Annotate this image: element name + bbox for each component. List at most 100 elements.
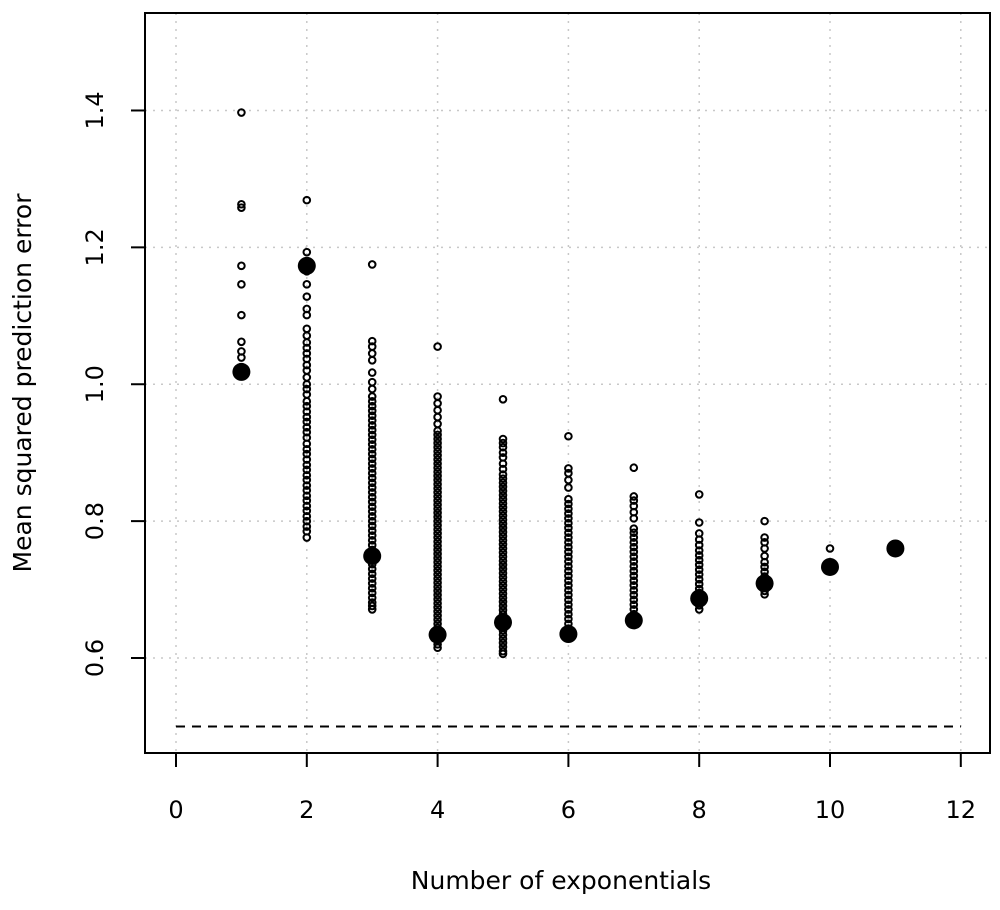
data-point-open <box>564 571 573 581</box>
data-point-open <box>302 455 312 464</box>
data-point-open <box>498 601 508 611</box>
data-point-open <box>367 368 377 377</box>
data-point-open <box>498 494 508 504</box>
data-point-open <box>433 582 442 592</box>
data-point-open <box>433 467 442 477</box>
data-point-open <box>433 447 442 456</box>
data-point-open <box>367 336 377 346</box>
data-point-open <box>564 547 573 557</box>
data-point-open <box>564 552 573 562</box>
data-point-open <box>237 261 246 271</box>
data-point-open <box>433 566 442 575</box>
x-tick-label: 2 <box>299 796 314 824</box>
x-tick-label: 8 <box>692 796 707 824</box>
data-point-open <box>367 473 377 483</box>
data-point-open <box>498 572 508 582</box>
data-point-open <box>694 490 704 499</box>
data-point-mean <box>428 625 447 644</box>
x-tick-label: 12 <box>946 796 977 824</box>
data-point-open <box>564 494 573 504</box>
data-point-open <box>367 464 377 473</box>
data-point-open <box>498 630 508 640</box>
data-point-open <box>367 411 377 421</box>
data-point-open <box>564 605 573 614</box>
data-point-open <box>498 470 508 479</box>
y-tick-label: 1.2 <box>81 228 109 266</box>
data-point-open <box>498 519 508 529</box>
data-point-open <box>498 544 508 553</box>
grid <box>145 13 990 753</box>
data-point-open <box>433 455 442 464</box>
data-point-open <box>302 444 312 454</box>
data-point-open <box>302 349 312 358</box>
data-point-open <box>498 577 508 586</box>
data-point-open <box>498 486 508 496</box>
data-point-open <box>629 496 639 505</box>
data-point-open <box>760 544 769 553</box>
data-point-open <box>367 401 377 411</box>
data-point-open <box>433 545 442 555</box>
data-point-open <box>498 478 508 488</box>
data-point-open <box>367 406 377 416</box>
data-point-open <box>433 392 442 401</box>
data-point-open <box>367 392 377 401</box>
data-point-open <box>433 483 442 493</box>
data-point-open <box>564 509 573 518</box>
data-point-open <box>433 479 442 489</box>
data-point-open <box>302 401 312 411</box>
data-point-open <box>302 491 312 501</box>
data-point-open <box>629 514 639 523</box>
data-point-open <box>760 557 769 567</box>
data-point-open <box>498 507 508 516</box>
data-point-open <box>498 474 508 483</box>
data-point-mean <box>494 613 512 632</box>
data-point-open <box>433 442 442 452</box>
data-point-open <box>433 496 442 505</box>
data-point-open <box>367 512 377 521</box>
data-point-open <box>302 439 312 449</box>
data-point-open <box>367 260 377 269</box>
data-point-open <box>629 557 639 566</box>
y-axis-title: Mean squared prediction error <box>8 193 37 573</box>
y-axis: 0.6 0.8 1.0 1.2 1.4 <box>81 91 146 677</box>
data-point-open <box>564 483 573 492</box>
data-point-open <box>367 397 377 406</box>
data-point-open <box>498 459 508 468</box>
data-point-mean <box>690 589 709 608</box>
data-point-open <box>694 555 704 565</box>
data-point-open <box>302 407 312 416</box>
data-point-mean <box>886 539 905 558</box>
data-point-open <box>367 377 377 387</box>
data-point-open <box>498 535 508 545</box>
data-point-open <box>433 611 442 620</box>
data-point-open <box>629 571 639 581</box>
data-point-open <box>367 593 377 603</box>
x-axis: 0 2 4 6 8 10 12 <box>168 752 977 824</box>
data-point-open <box>629 581 639 590</box>
data-point-open <box>498 490 508 500</box>
data-point-open <box>302 417 312 427</box>
data-point-open <box>498 597 508 607</box>
data-point-open <box>302 506 312 516</box>
data-point-open <box>694 540 704 550</box>
data-point-open <box>498 581 508 590</box>
data-point-open <box>433 434 442 444</box>
data-point-mean <box>363 547 382 566</box>
data-point-open <box>302 427 312 437</box>
data-point-open <box>694 551 704 560</box>
data-point-open <box>302 310 312 320</box>
data-point-open <box>629 538 639 547</box>
data-point-open <box>433 578 442 588</box>
data-point-open <box>433 516 442 526</box>
data-point-open <box>367 601 377 611</box>
data-point-mean <box>559 625 578 644</box>
data-point-open <box>237 353 246 362</box>
data-point-open <box>564 533 573 542</box>
data-point-open <box>367 531 377 540</box>
data-point-open <box>367 435 377 444</box>
data-point-open <box>694 579 704 589</box>
data-point-open <box>629 463 639 473</box>
data-point-open <box>433 590 442 600</box>
data-point-open <box>564 557 573 566</box>
data-point-open <box>302 501 312 511</box>
